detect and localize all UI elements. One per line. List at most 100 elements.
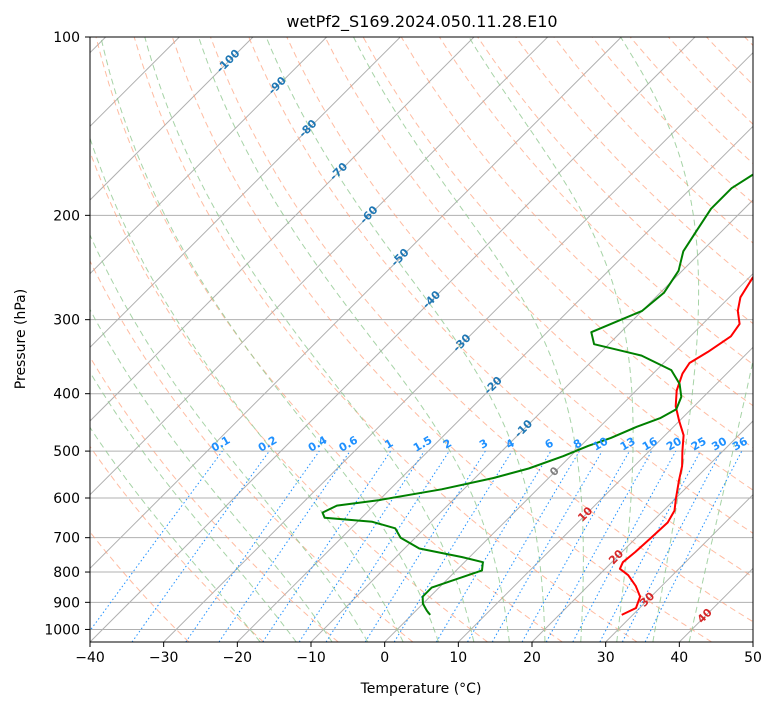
x-tick-label: 20 — [523, 650, 541, 666]
moist-adiabat — [90, 136, 404, 642]
isotherm-label: -50 — [388, 246, 411, 269]
dry-adiabat — [90, 259, 414, 642]
dry-adiabat — [95, 37, 563, 642]
isotherm-line — [457, 346, 753, 642]
y-tick-label: 800 — [53, 565, 80, 581]
moist-adiabat — [90, 426, 261, 642]
dry-adiabat — [248, 37, 753, 578]
dry-adiabat — [90, 356, 339, 642]
dry-adiabat — [744, 37, 753, 47]
mixing-ratio-label: 4 — [504, 436, 517, 451]
mixing-ratio-line — [262, 450, 392, 642]
isotherm-line — [163, 51, 753, 642]
dry-adiabat — [286, 37, 753, 534]
isotherm-label: 10 — [575, 504, 595, 524]
mixing-ratio-line — [644, 450, 743, 642]
moist-adiabat — [265, 37, 546, 642]
dry-adiabat — [210, 37, 753, 623]
moist-adiabat — [144, 37, 475, 642]
isotherm-line — [752, 641, 753, 642]
y-axis-label: Pressure (hPa) — [13, 289, 29, 389]
x-tick-label: −20 — [223, 650, 253, 666]
dry-adiabat — [668, 37, 753, 125]
x-tick-label: 10 — [449, 650, 467, 666]
y-tick-label: 1000 — [44, 622, 80, 638]
mixing-ratio-label: 3 — [477, 437, 490, 452]
mixing-ratio-line — [572, 450, 677, 642]
mixing-ratio-line — [185, 450, 320, 642]
isotherm-line — [90, 37, 549, 496]
x-tick-label: 0 — [380, 650, 389, 666]
y-tick-label: 300 — [53, 313, 80, 329]
moist-adiabat — [100, 37, 439, 642]
isotherm-label: 30 — [637, 589, 657, 609]
dry-adiabat — [90, 445, 264, 642]
dewpoint-profile — [321, 173, 753, 616]
isotherm-line — [90, 37, 622, 570]
isotherm-line — [531, 420, 753, 642]
isotherm-line — [90, 37, 328, 275]
dry-adiabat — [324, 37, 753, 491]
dry-adiabat — [133, 37, 638, 642]
mixing-ratio-line — [364, 450, 486, 642]
dry-adiabat — [553, 37, 753, 244]
mixing-ratio-line — [218, 450, 351, 642]
y-tick-label: 700 — [53, 531, 80, 547]
y-tick-label: 100 — [53, 30, 80, 46]
moist-adiabat — [620, 37, 700, 642]
isotherm-label: 40 — [695, 606, 715, 626]
x-tick-label: −30 — [149, 650, 179, 666]
moist-adiabat — [198, 37, 510, 642]
dry-adiabat — [706, 37, 753, 86]
isotherm-label: -90 — [266, 74, 289, 97]
x-axis-label: Temperature (°C) — [360, 681, 482, 697]
mixing-ratio-label: 6 — [543, 436, 556, 451]
isotherm-label: -80 — [296, 117, 319, 140]
mixing-ratio-line — [393, 450, 513, 642]
axes: −40 −30 −20 −10 0 10 20 30 40 50 100 200 300 400 500 60… — [44, 30, 762, 666]
plot-frame — [89, 36, 754, 643]
moist-adiabat — [688, 358, 753, 642]
mixing-ratio-label: 2 — [441, 437, 454, 452]
moist-adiabat — [468, 37, 634, 642]
x-tick-label: −40 — [75, 650, 105, 666]
isotherm-line — [90, 37, 475, 422]
isotherm-line — [90, 37, 254, 201]
mixing-ratio-line — [325, 450, 450, 642]
isotherm-line — [384, 272, 753, 642]
x-tick-label: 30 — [597, 650, 615, 666]
mixing-ratio-line — [545, 450, 653, 642]
isotherm-line — [90, 37, 696, 642]
moist-adiabat — [90, 308, 333, 642]
isotherm-line — [310, 199, 753, 642]
isotherm-line — [605, 493, 753, 642]
x-tick-label: 50 — [744, 650, 762, 666]
dry-adiabat — [515, 37, 753, 284]
mixing-ratio-line — [435, 450, 552, 642]
profile-lines — [321, 173, 753, 616]
y-tick-label: 600 — [53, 491, 80, 507]
y-tick-label: 900 — [53, 595, 80, 611]
mixing-ratio-line — [521, 450, 630, 642]
isotherm-label: -60 — [357, 203, 380, 226]
dry-adiabat — [90, 150, 488, 642]
y-tick-label: 500 — [53, 444, 80, 460]
temperature-profile — [618, 275, 753, 616]
mixing-ratio-line — [599, 450, 701, 642]
isotherm-line — [236, 125, 753, 642]
moist-adiabat — [90, 233, 369, 642]
background-lines — [90, 37, 753, 642]
y-tick-label: 400 — [53, 387, 80, 403]
dry-adiabat — [171, 37, 712, 642]
mixing-ratio-line — [131, 450, 270, 642]
moist-adiabat — [353, 37, 584, 642]
chart-title: wetPf2_S169.2024.050.11.28.E10 — [286, 12, 557, 32]
isotherm-line — [90, 37, 401, 349]
x-tick-label: −10 — [296, 650, 326, 666]
moist-adiabat — [90, 371, 297, 642]
y-tick-label: 200 — [53, 208, 80, 224]
line-labels: 0.1 0.2 0.4 0.6 1 1.5 2 3 4 6 8 10 13 16 20 25 30 36-100-… — [209, 47, 750, 626]
mixing-ratio-line — [90, 450, 223, 632]
x-tick-label: 40 — [670, 650, 688, 666]
